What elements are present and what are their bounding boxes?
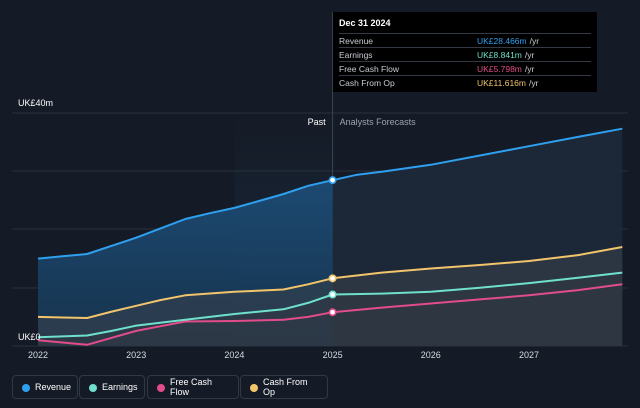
y-axis-max-label: UK£40m <box>18 98 53 108</box>
cash-from-op-point <box>328 274 337 283</box>
legend-label: Earnings <box>102 382 138 392</box>
tooltip-value: UK£5.798m <box>477 63 522 74</box>
cash-from-op-line <box>37 246 623 319</box>
x-tick-label: 2023 <box>126 350 146 360</box>
x-tick-label: 2022 <box>28 350 48 360</box>
tooltip-date: Dec 31 2024 <box>339 18 391 28</box>
earnings-line <box>37 271 623 339</box>
tooltip-row-earnings: Earnings UK£8.841m /yr <box>339 47 591 61</box>
cash-from-op-dot-icon <box>250 384 258 392</box>
axis-labels: UK£40m UK£0 Past Analysts Forecasts 2022 2023… <box>18 98 539 360</box>
tooltip-row-revenue: Revenue UK£28.466m /yr <box>339 33 591 47</box>
free-cash-flow-line <box>37 283 623 346</box>
revenue-line <box>37 127 623 260</box>
free-cash-flow-point <box>328 308 337 317</box>
y-axis-min-label: UK£0 <box>18 332 41 342</box>
legend-item-free-cash-flow[interactable]: Free Cash Flow <box>147 375 239 399</box>
data-tooltip: Dec 31 2024 Revenue UK£28.466m /yr Earni… <box>333 12 597 92</box>
tooltip-row-cash-from-op: Cash From Op UK£11.616m /yr <box>339 75 591 89</box>
legend-label: Revenue <box>35 382 72 392</box>
revenue-point <box>328 176 337 185</box>
legend-item-revenue[interactable]: Revenue <box>12 375 78 399</box>
tooltip-value: UK£11.616m <box>477 77 526 88</box>
tooltip-label: Earnings <box>339 49 373 60</box>
divider-markers <box>328 176 337 317</box>
x-tick-label: 2025 <box>323 350 343 360</box>
legend-label: Free Cash Flow <box>170 377 213 397</box>
tooltip-label: Revenue <box>339 35 374 46</box>
legend-item-cash-from-op[interactable]: Cash From Op <box>240 375 328 399</box>
legend-label: Cash From Op <box>263 377 308 397</box>
earnings-point <box>328 290 337 299</box>
tooltip-unit: /yr <box>524 49 535 60</box>
tooltip-value: UK£28.466m <box>477 35 527 46</box>
free-cash-flow-dot-icon <box>157 384 165 392</box>
past-label: Past <box>308 117 327 127</box>
legend-item-earnings[interactable]: Earnings <box>79 375 145 399</box>
revenue-dot-icon <box>22 384 30 392</box>
tooltip-unit: /yr <box>524 63 535 74</box>
x-tick-label: 2027 <box>519 350 539 360</box>
series-lines <box>37 127 623 346</box>
financial-chart: UK£40m UK£0 Past Analysts Forecasts 2022 2023… <box>12 12 628 360</box>
forecast-label: Analysts Forecasts <box>340 117 417 127</box>
tooltip-label: Free Cash Flow <box>339 63 399 74</box>
x-tick-label: 2026 <box>421 350 441 360</box>
tooltip-label: Cash From Op <box>339 77 395 88</box>
earnings-dot-icon <box>89 384 97 392</box>
tooltip-unit: /yr <box>528 77 539 88</box>
x-tick-label: 2024 <box>224 350 244 360</box>
tooltip-value: UK£8.841m <box>477 49 522 60</box>
tooltip-row-free-cash-flow: Free Cash Flow UK£5.798m /yr <box>339 61 591 75</box>
tooltip-unit: /yr <box>529 35 540 46</box>
